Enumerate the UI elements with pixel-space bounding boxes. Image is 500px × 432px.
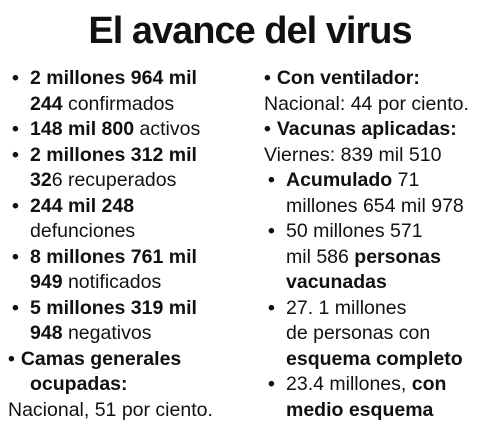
bullet-icon: • xyxy=(268,296,275,319)
list-item-activos: • 148 mil 800 activos xyxy=(8,117,253,143)
camas-heading-end: ocupadas: xyxy=(30,373,128,395)
acumulado-heading: Acumulado xyxy=(286,169,393,191)
notificados-label: notificados xyxy=(62,271,162,293)
medio-label: con xyxy=(411,373,447,395)
camas-heading: Camas generales xyxy=(20,347,182,370)
negativos-value-end: 948 xyxy=(30,322,63,344)
acumulado-value-end: millones 654 mil 978 xyxy=(286,194,464,217)
bullet-icon: • xyxy=(264,67,271,89)
list-item-camas: • Camas generales ocupadas: Nacional, 51 … xyxy=(8,347,253,424)
completo-text: de personas con xyxy=(286,322,431,344)
list-item-recuperados: • 2 millones 312 mil 326 recuperados xyxy=(8,143,253,194)
vacunadas-value-end: mil 586 xyxy=(286,245,355,268)
bullet-icon: • xyxy=(268,373,275,395)
notificados-value: 8 millones 761 mil xyxy=(30,245,197,268)
bullet-icon: • xyxy=(12,194,19,217)
bullet-icon: • xyxy=(264,118,271,140)
ventilador-heading: Con ventilador: xyxy=(276,67,420,89)
list-item-medio-esquema: • 23.4 millones, con medio esquema xyxy=(264,372,500,423)
list-item-confirmados: • 2 millones 964 mil 244 confirmados xyxy=(8,66,253,117)
vacunadas-value: 50 millones 571 xyxy=(286,220,423,242)
defunciones-value: 244 mil 248 xyxy=(30,194,135,217)
completo-value: 27. 1 millones xyxy=(286,296,407,319)
bullet-icon: • xyxy=(12,67,19,89)
list-item-vacunas: • Vacunas aplicadas: Viernes: 839 mil 510 xyxy=(264,117,500,168)
bullet-icon: • xyxy=(268,169,275,191)
confirmados-label: confirmados xyxy=(62,92,175,115)
confirmados-value: 2 millones 964 mil xyxy=(30,67,197,89)
list-item-defunciones: • 244 mil 248 defunciones xyxy=(8,194,253,245)
vacunadas-label: personas xyxy=(354,245,441,268)
bullet-icon: • xyxy=(12,296,19,319)
camas-value: Nacional, 51 por ciento. xyxy=(8,398,213,421)
negativos-label: negativos xyxy=(62,322,152,344)
right-column: • Con ventilador: Nacional: 44 por ciento… xyxy=(264,66,500,423)
vacunas-value: Viernes: 839 mil 510 xyxy=(264,143,442,166)
notificados-value-end: 949 xyxy=(30,271,63,293)
list-item-vacunadas: • 50 millones 571 mil 586 personas vacun… xyxy=(264,219,500,296)
left-column: • 2 millones 964 mil 244 confirmados • 1… xyxy=(8,66,253,423)
recuperados-value-end: 32 xyxy=(30,169,52,191)
list-item-negativos: • 5 millones 319 mil 948 negativos xyxy=(8,296,253,347)
bullet-icon: • xyxy=(12,143,19,166)
medio-value: 23.4 millones, xyxy=(286,373,412,395)
bullet-icon: • xyxy=(12,118,19,140)
completo-label: esquema completo xyxy=(286,347,463,370)
vacunadas-label-end: vacunadas xyxy=(286,271,387,293)
recuperados-value: 2 millones 312 mil xyxy=(30,143,197,166)
acumulado-value: 71 xyxy=(392,169,420,191)
bullet-icon: • xyxy=(8,347,15,370)
bullet-icon: • xyxy=(12,245,19,268)
activos-value: 148 mil 800 xyxy=(30,118,135,140)
list-item-ventilador: • Con ventilador: Nacional: 44 por ciento… xyxy=(264,66,500,117)
ventilador-value: Nacional: 44 por ciento. xyxy=(264,92,469,115)
activos-label: activos xyxy=(134,118,201,140)
list-item-notificados: • 8 millones 761 mil 949 notificados xyxy=(8,245,253,296)
bullet-icon: • xyxy=(268,220,275,242)
negativos-value: 5 millones 319 mil xyxy=(30,296,197,319)
recuperados-label: 6 recuperados xyxy=(51,169,177,191)
confirmados-value-end: 244 xyxy=(30,92,63,115)
defunciones-label: defunciones xyxy=(30,220,136,242)
vacunas-heading: Vacunas aplicadas: xyxy=(276,118,457,140)
medio-label-end: medio esquema xyxy=(286,398,434,421)
page-title: El avance del virus xyxy=(88,10,412,52)
list-item-acumulado: • Acumulado 71 millones 654 mil 978 xyxy=(264,168,500,219)
list-item-esquema-completo: • 27. 1 millones de personas con esquema… xyxy=(264,296,500,373)
